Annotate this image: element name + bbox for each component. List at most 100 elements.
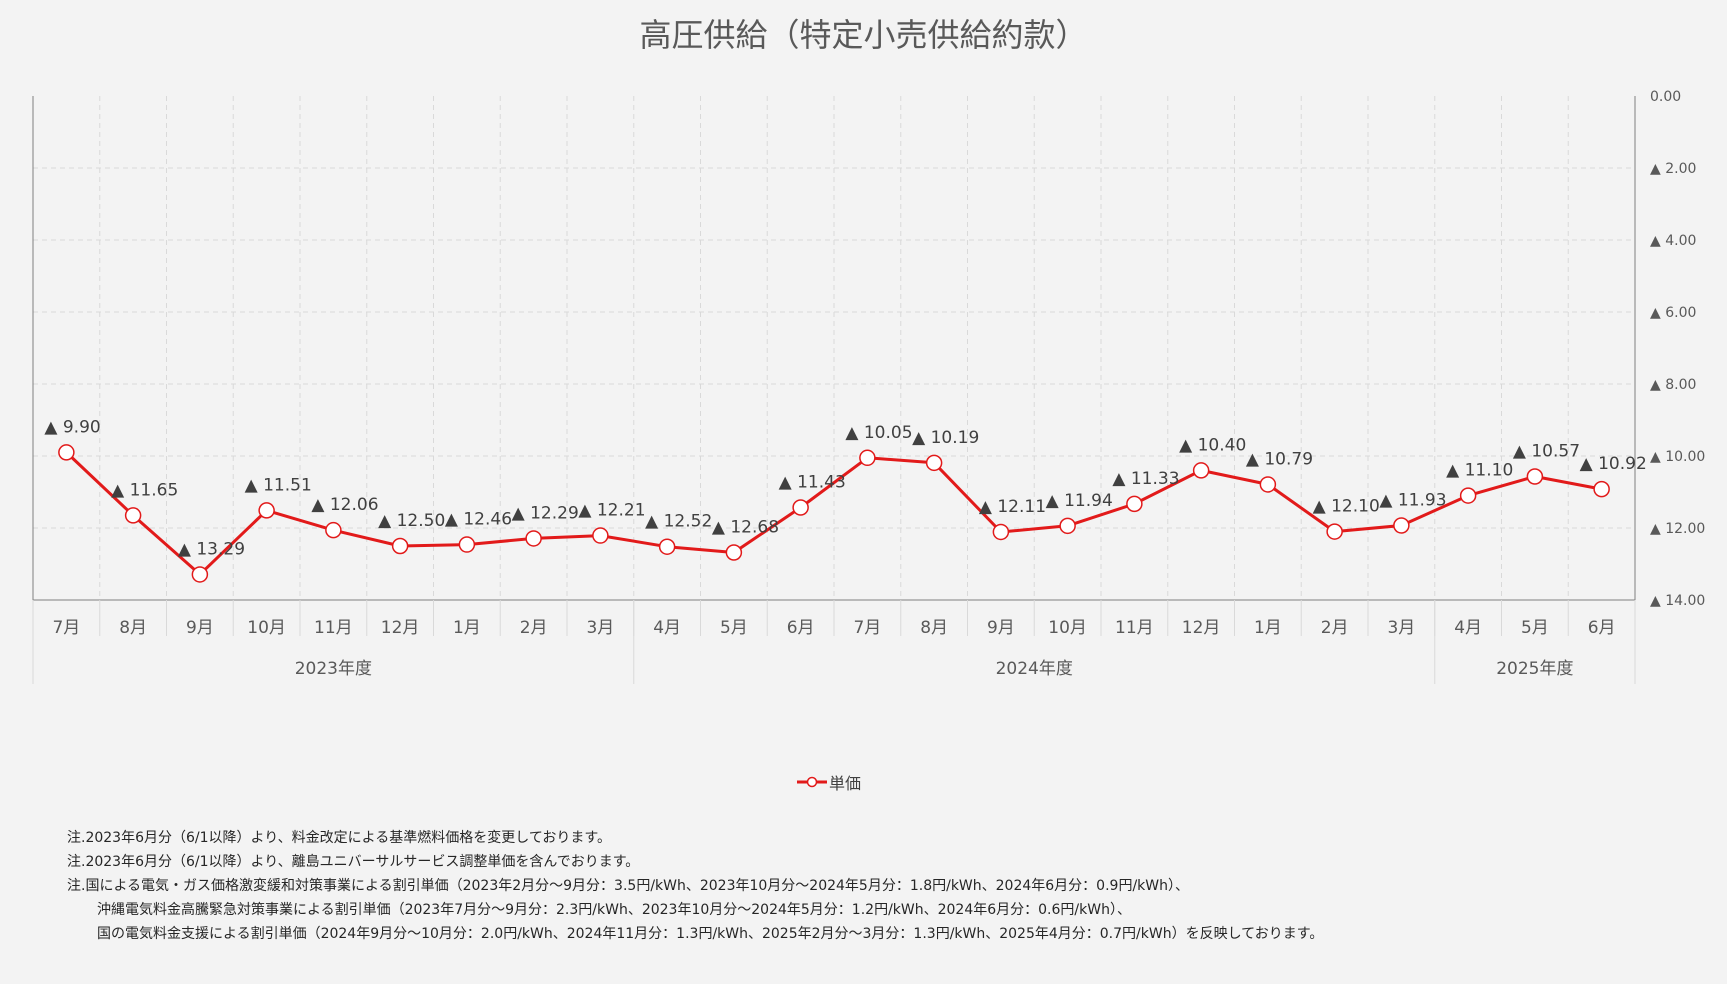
y-tick-label: ▲ 4.00 [1650,233,1696,249]
x-tick-label: 6月 [1588,618,1616,638]
data-label: ▲ 11.43 [779,472,846,492]
data-point [658,538,676,555]
x-tick-label: 3月 [586,618,614,638]
data-label: ▲ 12.06 [311,495,378,515]
legend: 単価 [797,770,861,794]
data-label: ▲ 12.11 [979,497,1046,517]
x-tick-label: 11月 [1115,618,1154,638]
chart-title: 高圧供給（特定小売供給約款） [639,16,1088,54]
y-tick-label: ▲ 14.00 [1650,593,1705,609]
x-tick-label: 3月 [1387,618,1415,638]
x-tick-label: 2月 [520,618,548,638]
x-tick-label: 9月 [186,618,214,638]
data-point [1059,517,1076,535]
data-point [258,502,275,519]
note-3-line-3: 国の電気料金支援による割引単価（2024年9月分～10月分：2.0円/kWh、2… [97,926,1324,942]
x-tick-label: 1月 [1254,618,1282,638]
data-label: ▲ 13.29 [178,539,245,559]
data-point [525,530,542,547]
data-label: ▲ 11.10 [1446,461,1513,481]
data-label: ▲ 12.52 [645,512,712,532]
x-tick-label: 1月 [453,618,481,638]
data-point [391,537,409,555]
series-line-unit-price [65,451,1602,576]
data-point [1459,487,1477,504]
data-point [1259,476,1277,493]
data-point [925,454,943,472]
data-point [1526,468,1544,485]
data-labels: ▲ 9.90▲ 11.65▲ 13.29▲ 11.51▲ 12.06▲ 12.5… [44,417,1646,559]
group-label: 2025年度 [1496,659,1573,679]
group-label: 2024年度 [996,659,1073,679]
data-label: ▲ 12.21 [578,501,645,521]
x-tick-label: 2月 [1321,618,1349,638]
data-label: ▲ 12.10 [1313,497,1380,517]
data-label: ▲ 10.05 [845,423,912,443]
note-2: 注.2023年6月分（6/1以降）より、離島ユニバーサルサービス調整単価を含んで… [67,854,640,870]
data-label: ▲ 11.33 [1112,469,1179,489]
x-tick-label: 7月 [52,618,80,638]
data-point [458,536,476,553]
notes: 注.2023年6月分（6/1以降）より、料金改定による基準燃料価格を変更しており… [67,826,1323,946]
grid-lines [33,96,1635,600]
data-point [792,499,809,516]
note-3: 注.国による電気・ガス価格激変緩和対策事業による割引単価（2023年2月分～9月… [67,878,1189,894]
y-tick-label: ▲ 8.00 [1650,377,1696,393]
x-tick-label: 10月 [1048,618,1087,638]
x-axis-ticks: 7月 8月 9月 10月 11月 12月 1月 2月 3月 4月 5月 6月 7月 8月 9月 10月 11月 1… [32,600,1636,638]
data-point [325,521,342,539]
x-tick-label: 4月 [653,618,681,638]
data-point [124,507,142,524]
data-point [58,444,75,461]
data-point [191,566,209,583]
x-tick-label: 8月 [920,618,948,638]
y-tick-label: 0.00 [1650,89,1681,105]
x-tick-label: 5月 [1521,618,1549,638]
note-3-line-2: 沖縄電気料金高騰緊急対策事業による割引単価（2023年7月分～9月分：2.3円/… [97,902,1131,918]
legend-label: 単価 [829,774,862,793]
x-tick-label: 9月 [987,618,1015,638]
data-point [725,544,743,561]
data-point [1393,517,1410,534]
data-label: ▲ 11.65 [111,480,178,500]
data-point [1326,523,1343,540]
data-point [1593,480,1610,498]
data-point [859,449,876,467]
y-axis-ticks: 0.00 ▲ 2.00 ▲ 4.00 ▲ 6.00 ▲ 8.00 ▲ 10.00 ▲ 12.… [1650,89,1705,609]
x-tick-label: 8月 [119,618,147,638]
y-tick-label: ▲ 6.00 [1650,305,1696,321]
note-1: 注.2023年6月分（6/1以降）より、料金改定による基準燃料価格を変更しており… [67,830,612,846]
x-tick-label: 6月 [787,618,815,638]
x-tick-label: 12月 [1182,618,1221,638]
data-label: ▲ 11.51 [245,475,312,495]
data-point [992,523,1010,541]
fiscal-year-groups: 2023年度 2024年度 2025年度 [32,600,1636,684]
data-label: ▲ 10.40 [1179,435,1246,455]
data-label: ▲ 10.19 [912,428,979,448]
legend-marker-icon [797,776,827,788]
y-tick-label: ▲ 2.00 [1650,161,1696,177]
x-tick-label: 7月 [853,618,881,638]
data-point [1126,495,1143,513]
x-tick-label: 10月 [247,618,286,638]
data-label: ▲ 12.68 [712,517,779,537]
data-label: ▲ 10.79 [1246,449,1313,469]
group-label: 2023年度 [295,659,372,679]
series-line [65,451,1602,576]
data-label: ▲ 12.46 [445,510,512,530]
x-tick-label: 4月 [1454,618,1482,638]
line-chart: 0.00 ▲ 2.00 ▲ 4.00 ▲ 6.00 ▲ 8.00 ▲ 10.00 ▲ 12.… [32,89,1705,684]
data-label: ▲ 9.90 [44,417,100,437]
y-tick-label: ▲ 12.00 [1650,521,1705,537]
data-label: ▲ 11.94 [1046,491,1113,511]
x-tick-label: 11月 [314,618,353,638]
data-point [592,527,609,544]
y-tick-label: ▲ 10.00 [1650,449,1705,465]
series-points [58,444,1610,583]
data-label: ▲ 10.92 [1580,454,1647,474]
x-tick-label: 5月 [720,618,748,638]
data-point [1192,462,1210,479]
data-label: ▲ 12.50 [378,511,445,531]
data-label: ▲ 10.57 [1513,442,1580,462]
data-label: ▲ 12.29 [512,503,579,523]
